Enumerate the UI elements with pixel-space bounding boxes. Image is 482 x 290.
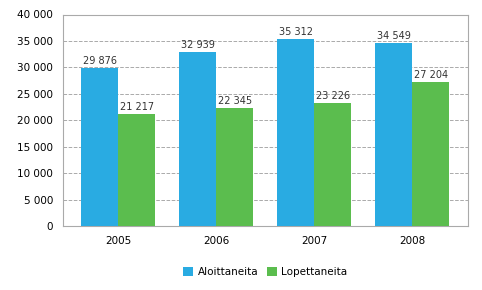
Bar	[216, 108, 254, 226]
Text: 27 204: 27 204	[414, 70, 448, 80]
Text: 34 549: 34 549	[377, 32, 411, 41]
Text: 29 876: 29 876	[83, 56, 117, 66]
Text: 23 226: 23 226	[316, 91, 350, 101]
Bar	[412, 82, 449, 226]
Text: 35 312: 35 312	[279, 28, 313, 37]
Bar	[118, 114, 156, 226]
Bar	[314, 103, 351, 226]
Bar	[375, 43, 412, 226]
Legend: Aloittaneita, Lopettaneita: Aloittaneita, Lopettaneita	[179, 263, 351, 282]
Text: 22 345: 22 345	[218, 96, 252, 106]
Bar	[81, 68, 118, 226]
Text: 21 217: 21 217	[120, 102, 154, 112]
Bar	[179, 52, 216, 226]
Text: 32 939: 32 939	[181, 40, 215, 50]
Bar	[277, 39, 314, 226]
